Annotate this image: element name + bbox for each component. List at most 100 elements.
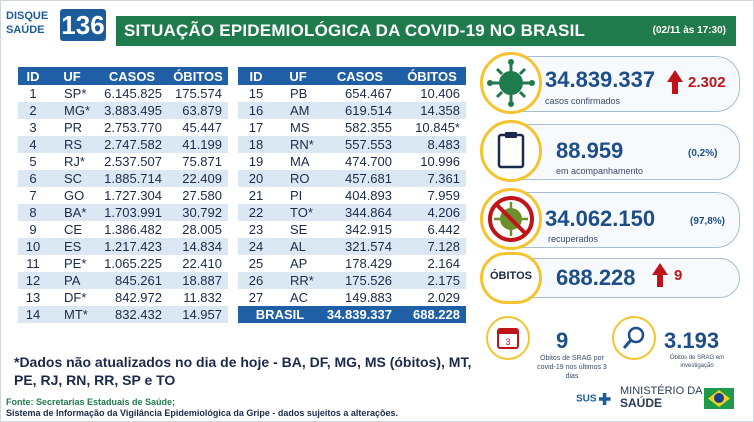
- srag-deaths-value: 9: [556, 328, 569, 353]
- row-id: 8: [18, 204, 48, 221]
- logo-line1: DISQUE: [6, 10, 49, 22]
- table-row: 17 MS 582.355 10.845*: [238, 119, 466, 136]
- total-row: BRASIL 34.839.337 688.228: [238, 306, 466, 323]
- update-date: (02/11 às 17:30): [652, 25, 726, 36]
- table-row: 23 SE 342.915 6.442: [238, 221, 466, 238]
- row-uf: MG*: [48, 102, 96, 119]
- row-id: 26: [238, 272, 274, 289]
- row-cases: 2.753.770: [104, 120, 162, 135]
- row-id: 19: [248, 154, 264, 169]
- table-row: 20 RO 457.681 7.361: [238, 170, 466, 187]
- row-cases: 178.429: [345, 256, 392, 271]
- row-cases: 149.883: [345, 290, 392, 305]
- table-row: 6 SC 1.885.714 22.409: [18, 170, 228, 187]
- row-id: 1: [29, 86, 37, 101]
- row-uf: RR*: [274, 272, 322, 289]
- row-cases: 1.386.482: [104, 222, 162, 237]
- table-row: 19 MA 474.700 10.996: [238, 153, 466, 170]
- row-uf: CE: [64, 222, 83, 237]
- clipboard-icon: [497, 132, 525, 169]
- deaths-value: 688.228: [556, 265, 636, 290]
- col-uf: UF: [274, 67, 322, 85]
- no-virus-icon: [488, 196, 534, 242]
- srag-investigation-caption: Óbitos de SRAG em investigação: [669, 355, 725, 369]
- monitoring-pct: (0,2%): [688, 148, 718, 159]
- row-cases: 474.700: [345, 154, 392, 169]
- table-row: 3 PR 2.753.770 45.447: [18, 119, 228, 136]
- search-icon-circle: [612, 316, 656, 360]
- states-table-right: ID UF CASOS ÓBITOS 15 PB 654.467 10.406 16 AM…: [238, 67, 466, 323]
- logo-number: 136: [60, 9, 106, 41]
- row-deaths: 27.580: [182, 188, 222, 203]
- disque-saude-logo: DISQUE SAÚDE 136: [4, 8, 108, 44]
- row-cases: 404.893: [345, 188, 392, 203]
- row-uf: BA*: [48, 204, 96, 221]
- row-uf: AL: [274, 238, 322, 255]
- flag-globe: [714, 393, 724, 403]
- table-row: 7 GO 1.727.304 27.580: [18, 187, 228, 204]
- row-id: 27: [248, 290, 264, 305]
- row-uf: PB: [290, 86, 308, 101]
- row-id: 24: [238, 238, 274, 255]
- row-cases: 6.145.825: [104, 86, 162, 101]
- row-deaths: 28.005: [182, 222, 222, 237]
- row-deaths: 30.792: [168, 204, 228, 221]
- row-cases: 1.703.991: [96, 204, 168, 221]
- row-id: 14: [18, 306, 48, 323]
- footnote: *Dados não atualizados no dia de hoje - …: [14, 354, 472, 388]
- row-deaths: 22.409: [168, 170, 228, 187]
- row-id: 9: [29, 222, 37, 237]
- clipboard-icon-circle: [480, 120, 542, 182]
- col-cases: CASOS: [322, 67, 398, 85]
- table-row: 12 PA 845.261 18.887: [18, 272, 228, 289]
- row-cases: 1.217.423: [96, 238, 168, 255]
- table-row: 16 AM 619.514 14.358: [238, 102, 466, 119]
- table-row: 14 MT* 832.432 14.957: [18, 306, 228, 323]
- row-deaths: 7.959: [427, 188, 460, 203]
- row-id: 5: [29, 154, 37, 169]
- row-deaths: 4.206: [398, 204, 466, 221]
- row-id: 25: [248, 256, 264, 271]
- row-uf: AP: [290, 256, 308, 271]
- row-deaths: 11.832: [183, 290, 222, 305]
- arrow-up-icon: [652, 263, 668, 275]
- calendar-icon: 3: [497, 328, 519, 349]
- table-row: 10 ES 1.217.423 14.834: [18, 238, 228, 255]
- source-line-1: Fonte: Secretarias Estaduais de Saúde;: [6, 397, 176, 407]
- row-id: 23: [248, 222, 264, 237]
- row-uf: DF*: [64, 290, 87, 305]
- row-cases: 321.574: [322, 238, 398, 255]
- srag-deaths-caption: Óbitos de SRAG por covid-19 nos últimos …: [537, 355, 607, 380]
- recovered-value: 34.062.150: [545, 206, 656, 231]
- row-id: 7: [29, 188, 37, 203]
- row-deaths: 41.199: [168, 136, 228, 153]
- row-cases: 842.972: [115, 290, 162, 305]
- recovered-caption: recuperados: [548, 234, 599, 244]
- row-deaths: 63.879: [168, 102, 228, 119]
- logo-line2: SAÚDE: [6, 24, 45, 36]
- table-row: 26 RR* 175.526 2.175: [238, 272, 466, 289]
- page-title: SITUAÇÃO EPIDEMIOLÓGICA DA COVID-19 NO B…: [124, 21, 586, 40]
- row-id: 2: [18, 102, 48, 119]
- row-cases: 1.885.714: [96, 170, 168, 187]
- row-cases: 654.467: [345, 86, 392, 101]
- row-deaths: 14.834: [168, 238, 228, 255]
- row-id: 20: [238, 170, 274, 187]
- title-bar: SITUAÇÃO EPIDEMIOLÓGICA DA COVID-19 NO B…: [116, 16, 736, 46]
- virus-icon-circle: [480, 52, 542, 114]
- row-cases: 457.681: [322, 170, 398, 187]
- confirmed-value: 34.839.337: [545, 67, 656, 92]
- deaths-delta: 9: [674, 267, 683, 284]
- row-deaths: 75.871: [182, 154, 222, 169]
- row-id: 10: [18, 238, 48, 255]
- row-cases: 344.864: [322, 204, 398, 221]
- total-cases: 34.839.337: [322, 306, 398, 323]
- col-deaths: ÓBITOS: [168, 67, 228, 85]
- row-uf: PA: [48, 272, 96, 289]
- row-uf: GO: [64, 188, 85, 203]
- row-id: 6: [18, 170, 48, 187]
- row-deaths: 2.175: [398, 272, 466, 289]
- row-cases: 832.432: [96, 306, 168, 323]
- row-deaths: 14.957: [168, 306, 228, 323]
- col-id: ID: [18, 67, 48, 85]
